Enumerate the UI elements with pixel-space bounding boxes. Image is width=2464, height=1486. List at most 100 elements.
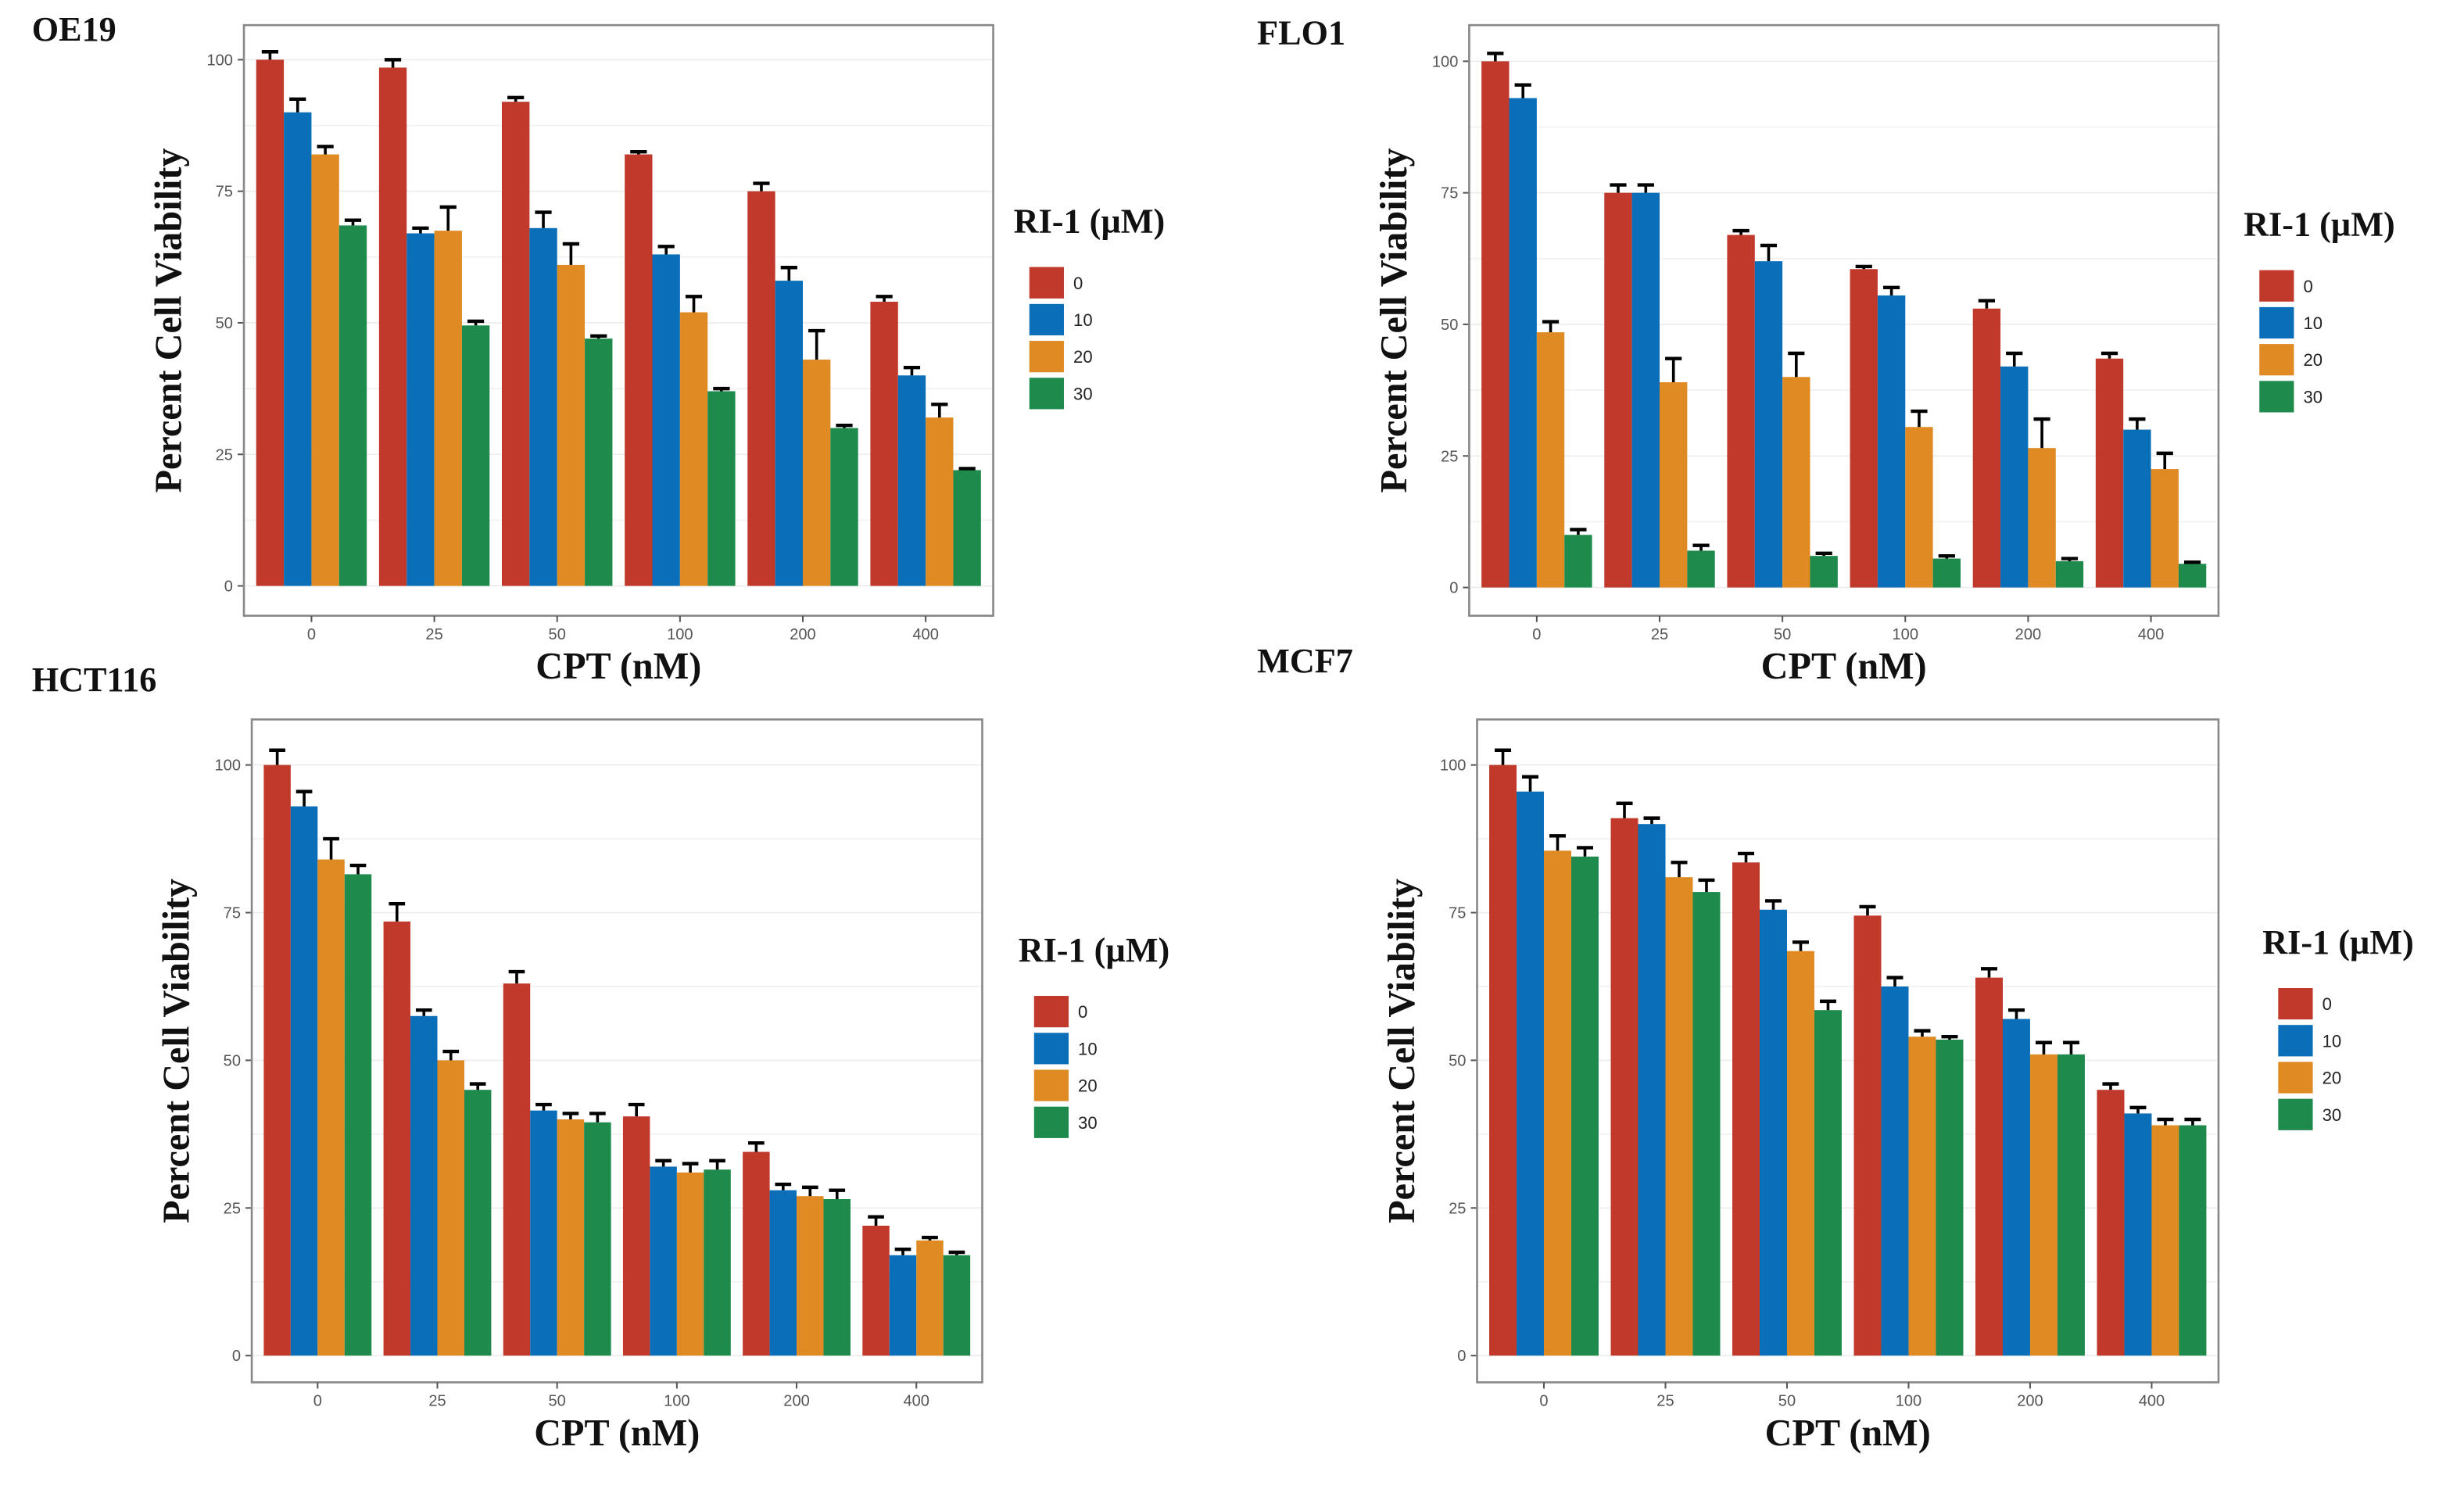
x-tick-label: 0	[313, 1393, 322, 1410]
legend-label: 20	[2323, 1069, 2342, 1088]
legend-swatch-30	[1029, 378, 1064, 410]
bar-0-at-25	[378, 67, 407, 586]
y-tick-label: 25	[216, 446, 233, 464]
bar-10-at-200	[2000, 366, 2029, 588]
legend-swatch-0	[1029, 267, 1064, 299]
bar-20-at-50	[557, 1119, 585, 1356]
legend-swatch-0	[2259, 270, 2294, 302]
bar-10-at-200	[775, 281, 803, 586]
x-tick-label: 50	[1774, 626, 1791, 643]
bar-10-at-100	[1881, 986, 1909, 1356]
bar-30-at-0	[1564, 535, 1592, 588]
bar-0-at-50	[503, 983, 531, 1356]
bar-0-at-400	[2095, 358, 2124, 588]
y-tick-label: 100	[1440, 757, 1467, 775]
bar-20-at-0	[1544, 850, 1571, 1356]
bar-10-at-50	[529, 227, 557, 586]
bar-20-at-400	[926, 417, 954, 586]
bar-0-at-400	[870, 302, 898, 586]
bar-30-at-100	[1936, 1039, 1964, 1356]
bar-0-at-0	[1489, 764, 1517, 1356]
legend-swatch-0	[1033, 996, 1069, 1028]
bar-30-at-400	[953, 470, 981, 586]
bar-0-at-200	[743, 1151, 770, 1356]
x-tick-label: 25	[425, 626, 442, 643]
bar-20-at-0	[1536, 332, 1565, 588]
bar-20-at-100	[679, 312, 708, 586]
y-axis-label: Percent Cell Viability	[149, 148, 190, 492]
bar-20-at-200	[797, 1196, 824, 1356]
bar-20-at-200	[2028, 448, 2056, 588]
y-tick-label: 50	[216, 315, 233, 332]
legend-swatch-10	[2278, 1025, 2313, 1057]
x-tick-label: 50	[549, 1393, 566, 1410]
bar-10-at-400	[889, 1255, 917, 1356]
x-tick-label: 25	[428, 1393, 446, 1410]
bar-30-at-25	[1692, 892, 1721, 1356]
bar-10-at-50	[1759, 909, 1787, 1356]
plot-border	[1476, 718, 2220, 1384]
bar-0-at-0	[263, 764, 291, 1356]
legend-label: 10	[2323, 1031, 2342, 1051]
bar-30-at-25	[464, 1090, 492, 1356]
plot-border	[242, 23, 994, 618]
bar-10-at-400	[2123, 429, 2151, 588]
bar-30-at-200	[2055, 560, 2084, 588]
bar-0-at-50	[1732, 862, 1760, 1356]
bar-10-at-25	[1631, 192, 1660, 588]
y-tick-label: 0	[232, 1348, 241, 1365]
y-tick-label: 75	[1449, 905, 1466, 922]
legend-label: 0	[2323, 994, 2332, 1014]
bar-20-at-25	[434, 231, 462, 586]
bar-10-at-0	[1509, 98, 1537, 588]
y-tick-label: 0	[1449, 580, 1458, 597]
bar-20-at-25	[437, 1060, 464, 1356]
x-tick-label: 400	[912, 626, 939, 643]
bar-20-at-50	[1786, 951, 1814, 1356]
x-tick-label: 200	[790, 626, 816, 643]
x-tick-label: 25	[1656, 1393, 1674, 1410]
bar-20-at-50	[1782, 377, 1810, 588]
bar-20-at-25	[1659, 382, 1688, 588]
bar-0-at-50	[1727, 235, 1755, 588]
y-tick-label: 50	[1441, 317, 1458, 334]
x-tick-label: 0	[307, 626, 316, 643]
y-tick-label: 75	[216, 184, 233, 201]
bar-30-at-200	[2057, 1054, 2085, 1356]
bar-0-at-0	[256, 59, 285, 586]
bar-30-at-400	[2178, 564, 2207, 588]
x-axis-label: CPT (nM)	[1761, 646, 1927, 687]
bar-30-at-25	[461, 325, 490, 586]
legend-swatch-0	[2278, 987, 2313, 1020]
legend-label: 0	[1073, 274, 1083, 293]
bar-10-at-100	[652, 254, 680, 586]
y-tick-label: 25	[1449, 1200, 1466, 1217]
bar-0-at-50	[502, 102, 530, 586]
bar-0-at-100	[622, 1116, 650, 1356]
legend-swatch-10	[1029, 303, 1064, 336]
x-tick-label: 0	[1532, 626, 1541, 643]
y-tick-label: 25	[224, 1200, 241, 1217]
y-tick-label: 75	[1441, 185, 1458, 202]
bar-10-at-0	[1517, 791, 1545, 1356]
y-tick-label: 0	[1457, 1348, 1466, 1365]
legend-title: RI-1 (µM)	[2244, 205, 2395, 243]
bar-20-at-50	[557, 264, 586, 586]
bar-0-at-200	[1972, 308, 2001, 588]
x-axis-label: CPT (nM)	[534, 1413, 700, 1454]
bar-0-at-25	[383, 921, 411, 1356]
bar-30-at-0	[338, 225, 367, 586]
plot-border	[1468, 23, 2220, 618]
y-axis-label: Percent Cell Viability	[1373, 148, 1415, 492]
bar-30-at-50	[585, 338, 613, 586]
bar-30-at-50	[584, 1122, 611, 1356]
y-tick-label: 75	[224, 905, 241, 922]
bar-30-at-50	[1814, 1010, 1842, 1356]
panel-title: FLO1	[1257, 13, 1345, 52]
legend-title: RI-1 (µM)	[1019, 931, 1170, 969]
x-tick-label: 400	[2138, 626, 2165, 643]
panel-title: MCF7	[1257, 642, 1353, 680]
y-axis-label: Percent Cell Viability	[156, 879, 198, 1223]
